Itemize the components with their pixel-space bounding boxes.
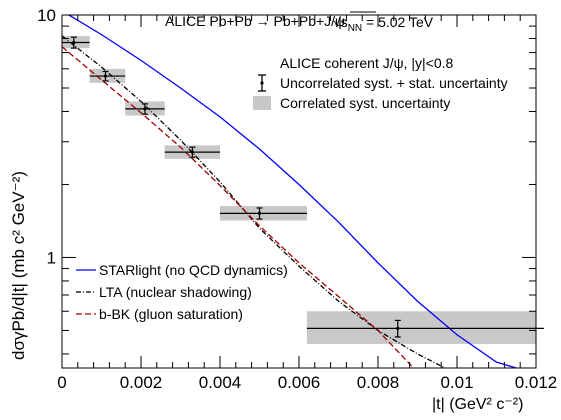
data-point-4 [220,207,307,220]
model-legend: STARlight (no QCD dynamics) LTA (nuclear… [76,262,288,322]
x-tick-label-2: 0.004 [199,373,242,392]
energy-label: √sNN = 5.02 TeV [333,11,434,34]
energy-sub: NN [348,23,362,34]
correlated-box-5 [306,311,536,344]
y-tick-label-1: 10 [37,6,56,25]
model-curve-0 [67,15,517,368]
data-legend-item-errorbar: Uncorrelated syst. + stat. uncertainty [280,75,508,91]
x-tick-label-3: 0.006 [278,373,321,392]
legend-label-bbk: b-BK (gluon saturation) [99,306,243,322]
marker [103,74,108,78]
x-tick-label-0: 0 [57,373,66,392]
data-legend-item-box: Correlated syst. uncertainty [280,95,450,111]
tick-labels: 0 0.002 0.004 0.006 0.008 0.01 0.012 1 10 [37,6,557,392]
y-axis-title: dσγPb/d|t| (mb c² GeV⁻²) [9,171,28,360]
svg-text:√sNN = 5.02 TeV: √sNN = 5.02 TeV [333,14,434,34]
x-tick-label-5: 0.01 [440,373,473,392]
marker [396,326,400,330]
x-tick-label-4: 0.008 [357,373,400,392]
axes [61,14,537,369]
x-axis-title: |t| (GeV² c⁻²) [432,396,523,413]
model-curve-2 [62,46,415,368]
marker [190,150,194,154]
model-curves [62,15,517,368]
data-point-5 [306,319,544,338]
data-legend-header: ALICE coherent J/ψ, |y|<0.8 [280,55,453,71]
x-tick-label-6: 0.012 [515,373,558,392]
data-points [62,36,544,338]
legend-label-lta: LTA (nuclear shadowing) [99,284,252,300]
x-tick-label-1: 0.002 [120,373,163,392]
marker [72,40,76,45]
marker [143,107,147,111]
energy-suffix: = 5.02 TeV [362,14,434,30]
legend-errorbar-symbol [258,74,266,92]
legend-box-symbol [253,96,271,110]
correlated-uncertainty-boxes [62,35,536,344]
y-tick-label-0: 1 [47,248,56,267]
marker [257,211,262,215]
chart-title: ALICE Pb+Pb → Pb+Pb+J/ψ [165,13,345,29]
data-legend: ALICE coherent J/ψ, |y|<0.8 Uncorrelated… [253,55,508,111]
data-point-0 [62,36,90,49]
data-point-1 [89,70,126,82]
data-point-3 [164,146,220,158]
legend-label-starlight: STARlight (no QCD dynamics) [99,262,288,278]
energy-prefix: √s [333,14,348,30]
data-point-2 [125,103,165,115]
